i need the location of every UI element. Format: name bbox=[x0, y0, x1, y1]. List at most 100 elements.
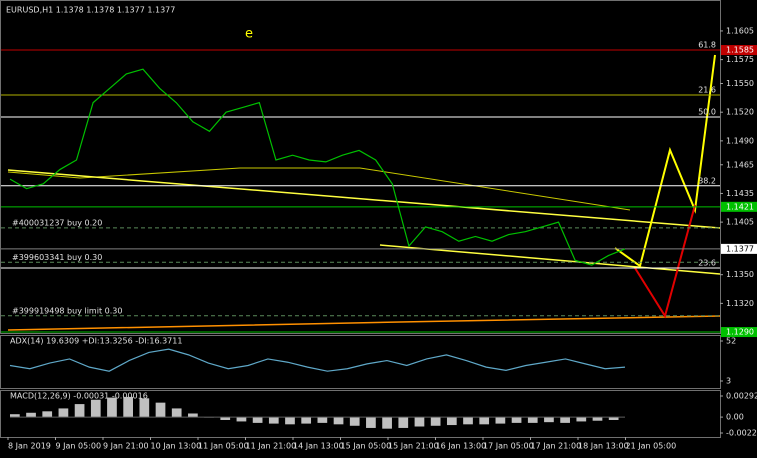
moving-average bbox=[7, 315, 721, 331]
macd-title: MACD(12,26,9) -0.00031 -0.00016 bbox=[10, 392, 148, 401]
macd-bar bbox=[333, 417, 344, 425]
level-label: 50.0 bbox=[698, 107, 716, 116]
macd-bar bbox=[544, 417, 554, 423]
macd-bar bbox=[74, 404, 85, 418]
macd-bar bbox=[495, 417, 506, 424]
macd-bar bbox=[349, 417, 360, 426]
macd-bar bbox=[366, 417, 376, 428]
macd-panel-frame bbox=[0, 390, 721, 438]
macd-bar bbox=[26, 412, 36, 418]
macd-bar bbox=[220, 417, 231, 420]
macd-bar bbox=[107, 397, 117, 418]
x-tick-label: 11 Jan 05:00 bbox=[198, 442, 249, 451]
x-tick-label: 10 Jan 13:00 bbox=[151, 442, 202, 451]
chart-title: EURUSD,H1 1.1378 1.1378 1.1377 1.1377 bbox=[6, 6, 175, 15]
macd-bar bbox=[285, 417, 295, 425]
macd-bar bbox=[123, 396, 133, 418]
order-label: #399603341 buy 0.30 bbox=[12, 253, 102, 262]
projection-arrow bbox=[634, 204, 696, 319]
macd-bar bbox=[10, 414, 20, 418]
macd-bar bbox=[560, 417, 570, 423]
x-tick-label: 15 Jan 21:00 bbox=[388, 442, 439, 451]
projection-arrow bbox=[614, 54, 716, 268]
order-label: #400031237 buy 0.20 bbox=[12, 218, 102, 227]
price-box bbox=[721, 45, 757, 56]
macd-bar bbox=[58, 408, 69, 418]
macd-bar bbox=[479, 417, 490, 425]
level-label: 21.6 bbox=[698, 85, 716, 94]
macd-bar bbox=[446, 417, 457, 426]
y-tick-label: 1.1490 bbox=[726, 136, 754, 145]
macd-bar bbox=[430, 417, 441, 426]
x-tick-label: 15 Jan 05:00 bbox=[341, 442, 392, 451]
trend-line bbox=[7, 169, 721, 229]
price-box bbox=[721, 201, 757, 212]
macd-bar bbox=[252, 417, 263, 423]
macd-bar bbox=[301, 417, 312, 424]
macd-bar bbox=[527, 417, 538, 423]
y-tick-label: 1.1465 bbox=[726, 160, 754, 169]
price-box-label: 1.1421 bbox=[726, 202, 754, 211]
level-label: 23.6 bbox=[698, 259, 716, 268]
price-line bbox=[9, 348, 626, 372]
y-tick-label: 1.1405 bbox=[726, 218, 754, 227]
macd-bar bbox=[463, 417, 473, 425]
y-tick-label: 1.1605 bbox=[726, 26, 754, 35]
y-tick-label: 1.1520 bbox=[726, 108, 754, 117]
y-tick-label: 52 bbox=[726, 337, 736, 346]
macd-bar bbox=[139, 398, 150, 418]
y-tick-label: 1.1350 bbox=[726, 270, 754, 279]
x-tick-label: 11 Jan 21:00 bbox=[246, 442, 297, 451]
x-tick-label: 18 Jan 13:00 bbox=[578, 442, 629, 451]
y-tick-label: 3 bbox=[726, 377, 731, 386]
main-panel-frame bbox=[0, 0, 721, 334]
level-label: 61.8 bbox=[698, 41, 716, 50]
price-box-label: 1.1585 bbox=[726, 46, 754, 55]
order-label: #399919498 buy limit 0.30 bbox=[12, 306, 122, 315]
macd-bar bbox=[317, 417, 328, 423]
macd-bar bbox=[42, 411, 53, 418]
macd-bar bbox=[155, 402, 166, 418]
y-tick-label: 1.1435 bbox=[726, 189, 754, 198]
adx-title: ADX(14) 19.6309 +DI:13.3256 -DI:16.3711 bbox=[10, 337, 182, 346]
macd-bar bbox=[171, 408, 182, 418]
macd-bar bbox=[398, 417, 409, 428]
price-box bbox=[721, 327, 757, 338]
x-tick-label: 17 Jan 21:00 bbox=[531, 442, 582, 451]
y-tick-label: 1.1550 bbox=[726, 79, 754, 88]
y-tick-label: 1.1320 bbox=[726, 299, 754, 308]
macd-bar bbox=[608, 417, 619, 420]
macd-bar bbox=[382, 417, 392, 429]
price-box bbox=[721, 243, 757, 254]
macd-bar bbox=[592, 417, 603, 421]
x-tick-label: 21 Jan 05:00 bbox=[626, 442, 677, 451]
macd-bar bbox=[188, 413, 198, 418]
price-line bbox=[9, 68, 626, 266]
macd-bar bbox=[511, 417, 522, 423]
y-tick-label: 0.00 bbox=[726, 413, 744, 422]
trend-line bbox=[379, 244, 721, 275]
macd-bar bbox=[268, 417, 279, 424]
macd-bar bbox=[236, 417, 247, 422]
x-tick-label: 16 Jan 13:00 bbox=[436, 442, 487, 451]
price-box-label: 1.1377 bbox=[726, 244, 754, 253]
x-tick-label: 14 Jan 13:00 bbox=[293, 442, 344, 451]
moving-average bbox=[7, 167, 631, 211]
x-tick-label: 8 Jan 2019 bbox=[8, 442, 51, 451]
y-tick-label: 0.00292 bbox=[726, 392, 757, 401]
annotation: e bbox=[245, 27, 253, 42]
x-tick-label: 9 Jan 21:00 bbox=[103, 442, 149, 451]
macd-bar bbox=[576, 417, 587, 422]
macd-bar bbox=[90, 399, 101, 418]
y-tick-label: 1.1575 bbox=[726, 55, 754, 64]
x-tick-label: 17 Jan 05:00 bbox=[483, 442, 534, 451]
y-tick-label: -0.0022 bbox=[726, 429, 757, 438]
macd-bar bbox=[414, 417, 425, 427]
adx-panel-frame bbox=[0, 335, 721, 389]
price-box-label: 1.1290 bbox=[726, 328, 754, 337]
x-tick-label: 9 Jan 05:00 bbox=[56, 442, 102, 451]
level-label: 38.2 bbox=[698, 176, 716, 185]
